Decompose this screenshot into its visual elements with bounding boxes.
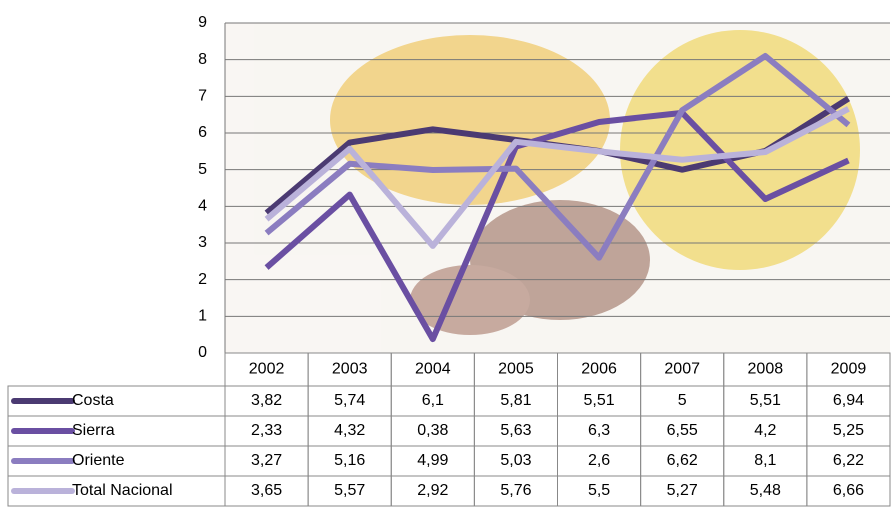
table-value: 6,55: [667, 422, 698, 439]
table-value: 5,81: [500, 392, 531, 409]
table-value: 2,92: [417, 482, 448, 499]
table-value: 6,1: [422, 392, 444, 409]
table-value: 5,51: [583, 392, 614, 409]
table-value: 5,74: [334, 392, 365, 409]
legend-label: Sierra: [72, 422, 115, 439]
y-tick-label: 0: [198, 344, 207, 361]
table-value: 4,99: [417, 452, 448, 469]
table-value: 5,25: [833, 422, 864, 439]
table-row: [7, 475, 891, 507]
table-value: 0,38: [417, 422, 448, 439]
y-tick-label: 7: [198, 88, 207, 105]
table-value: 6,66: [833, 482, 864, 499]
table-value: 6,22: [833, 452, 864, 469]
table-value: 2,6: [588, 452, 610, 469]
table-value: 5,51: [750, 392, 781, 409]
table-value: 6,3: [588, 422, 610, 439]
table-value: 5,63: [500, 422, 531, 439]
table-value: 2,33: [251, 422, 282, 439]
series-line: [264, 109, 850, 343]
legend-label: Costa: [72, 392, 114, 409]
table-value: 3,27: [251, 452, 282, 469]
table-value: 6,94: [833, 392, 864, 409]
x-tick-label: 2006: [581, 361, 617, 378]
y-tick-label: 4: [198, 198, 207, 215]
table-value: 5,27: [667, 482, 698, 499]
y-tick-label: 6: [198, 124, 207, 141]
table-value: 5,03: [500, 452, 531, 469]
table-value: 5,16: [334, 452, 365, 469]
table-value: 5,5: [588, 482, 610, 499]
table-value: 4,2: [754, 422, 776, 439]
legend-label: Total Nacional: [72, 482, 173, 499]
x-tick-label: 2009: [831, 361, 867, 378]
y-tick-label: 3: [198, 234, 207, 251]
y-tick-label: 8: [198, 51, 207, 68]
y-tick-label: 5: [198, 161, 207, 178]
table-value: 5,48: [750, 482, 781, 499]
table-value: 4,32: [334, 422, 365, 439]
table-value: 3,82: [251, 392, 282, 409]
table-value: 5,57: [334, 482, 365, 499]
table-value: 6,62: [667, 452, 698, 469]
background-photo: [225, 23, 890, 353]
x-tick-label: 2003: [332, 361, 368, 378]
table-value: 3,65: [251, 482, 282, 499]
legend-label: Oriente: [72, 452, 125, 469]
series-line: [264, 106, 850, 249]
x-tick-label: 2008: [748, 361, 784, 378]
x-tick-label: 2002: [249, 361, 285, 378]
table-value: 5: [678, 392, 687, 409]
table-value: 5,76: [500, 482, 531, 499]
y-tick-label: 1: [198, 308, 207, 325]
x-tick-label: 2004: [415, 361, 451, 378]
y-tick-label: 2: [198, 271, 207, 288]
y-tick-label: 9: [198, 14, 207, 31]
x-tick-label: 2007: [664, 361, 700, 378]
x-tick-label: 2005: [498, 361, 534, 378]
table-value: 8,1: [754, 452, 776, 469]
